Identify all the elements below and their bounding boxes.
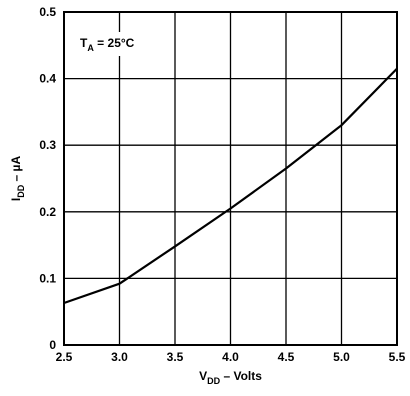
x-axis-label-rest: – Volts [220,369,262,383]
y-tick-label-3: 0.3 [39,138,56,152]
temperature-annotation: TA = 25°C [80,36,135,53]
x-tick-label-3: 4.0 [222,350,239,364]
y-axis-label-main: I [9,198,23,201]
annotation-main: T [80,36,88,50]
x-tick-label-1: 3.0 [111,350,128,364]
x-tick-label-5: 5.0 [333,350,350,364]
y-axis-label-sub: DD [16,184,26,197]
grid-lines [63,11,398,346]
annotation-rest: = 25°C [94,36,135,50]
y-tick-label-1: 0.1 [39,271,56,285]
y-axis-label-rest: – µA [9,156,23,185]
plot-frame [63,11,398,346]
x-tick-label-6: 5.5 [389,350,406,364]
series-line-0 [63,67,398,305]
annotation-sub: A [87,43,94,53]
data-series [63,67,398,305]
x-axis-label: VDD – Volts [199,369,262,386]
x-tick-label-4: 4.5 [278,350,295,364]
y-tick-label-2: 0.2 [39,205,56,219]
x-axis-label-main: V [199,369,207,383]
x-tick-label-0: 2.5 [56,350,73,364]
y-tick-label-5: 0.5 [39,5,56,19]
y-tick-label-0: 0 [49,338,56,352]
x-tick-label-2: 3.5 [167,350,184,364]
y-tick-labels: 0 0.1 0.2 0.3 0.4 0.5 [39,5,56,352]
annotation-background [72,32,164,56]
x-tick-labels: 2.5 3.0 3.5 4.0 4.5 5.0 5.5 [56,350,406,364]
y-tick-label-4: 0.4 [39,72,56,86]
y-axis-label: IDD – µA [9,156,26,202]
x-axis-label-sub: DD [207,376,220,386]
